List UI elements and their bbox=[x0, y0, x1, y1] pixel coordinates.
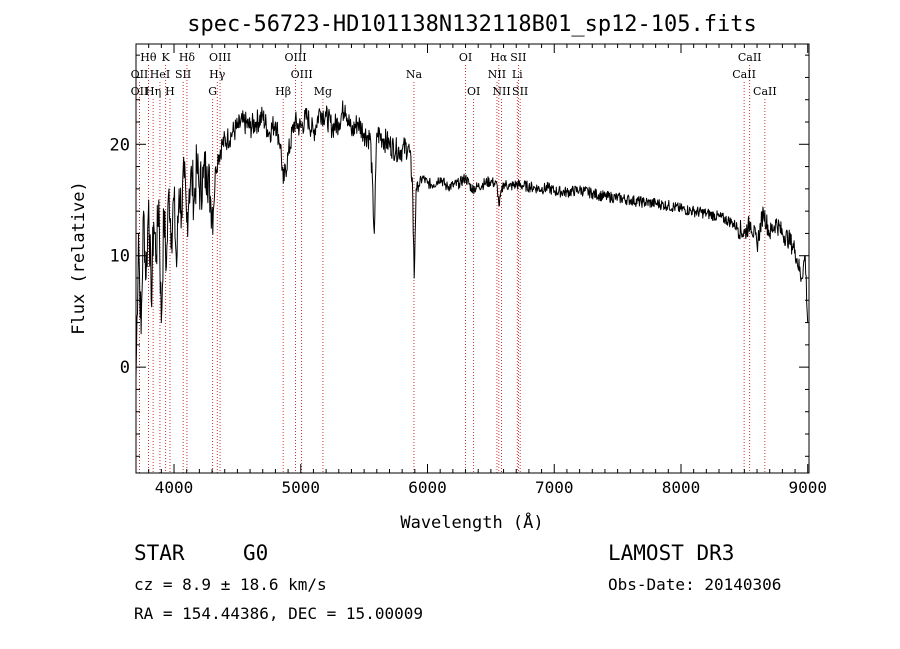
line-marker-label: CaII bbox=[732, 68, 756, 81]
x-tick-label: 7000 bbox=[535, 478, 574, 497]
x-tick-label: 6000 bbox=[408, 478, 447, 497]
line-marker-label: Na bbox=[406, 68, 423, 81]
line-marker-label: HeI bbox=[150, 68, 170, 81]
line-marker-label: G bbox=[208, 85, 217, 98]
chart-title: spec-56723-HD101138N132118B01_sp12-105.f… bbox=[187, 12, 757, 37]
line-marker-label: OII bbox=[131, 68, 149, 81]
x-tick-label: 9000 bbox=[788, 478, 827, 497]
y-tick-label: 10 bbox=[110, 247, 130, 267]
line-marker-label: CaII bbox=[753, 85, 777, 98]
y-axis-label: Flux (relative) bbox=[69, 181, 89, 335]
line-marker-label: H bbox=[165, 85, 175, 98]
line-marker-label: SII bbox=[175, 68, 191, 81]
line-marker-label: Hγ bbox=[209, 68, 226, 81]
line-marker-label: Hβ bbox=[275, 85, 291, 98]
line-marker-label: OIII bbox=[209, 51, 231, 64]
line-marker-label: NII bbox=[492, 85, 510, 98]
line-marker-label: Mg bbox=[314, 85, 332, 98]
line-marker-label: Hη bbox=[145, 85, 161, 98]
line-marker-label: NII bbox=[488, 68, 506, 81]
line-marker-label: SII bbox=[512, 85, 528, 98]
line-marker-label: Hδ bbox=[179, 51, 196, 64]
line-marker-label: CaII bbox=[738, 51, 762, 64]
obs-date: Obs-Date: 20140306 bbox=[608, 575, 782, 594]
line-marker-label: Hθ bbox=[140, 51, 157, 64]
plot-frame bbox=[135, 43, 810, 474]
redshift-value: cz = 8.9 ± 18.6 km/s bbox=[134, 575, 327, 594]
flux-line bbox=[135, 100, 809, 379]
x-tick-label: 8000 bbox=[662, 478, 701, 497]
coordinates: RA = 154.44386, DEC = 15.00009 bbox=[134, 604, 423, 623]
y-tick-label: 20 bbox=[110, 135, 130, 155]
line-marker-label: K bbox=[162, 51, 171, 64]
line-marker-label: OIII bbox=[291, 68, 313, 81]
y-tick-label: 0 bbox=[120, 358, 130, 378]
line-marker-label: OII bbox=[131, 85, 149, 98]
line-marker-label: SII bbox=[510, 51, 526, 64]
line-marker-label: Li bbox=[512, 68, 523, 81]
object-subclass: G0 bbox=[243, 541, 269, 565]
x-tick-label: 5000 bbox=[281, 478, 320, 497]
x-axis-label: Wavelength (Å) bbox=[400, 511, 543, 533]
x-tick-label: 4000 bbox=[155, 478, 194, 497]
line-marker-label: OIII bbox=[285, 51, 307, 64]
survey-name: LAMOST DR3 bbox=[608, 541, 735, 565]
object-class: STAR bbox=[134, 541, 185, 565]
line-marker-label: OI bbox=[467, 85, 480, 98]
line-marker-label: Hα bbox=[490, 51, 508, 64]
line-marker-label: OI bbox=[459, 51, 472, 64]
axis-ticks: 4000 5000 6000 7000 8000 9000 0 10 20 bbox=[110, 44, 827, 497]
